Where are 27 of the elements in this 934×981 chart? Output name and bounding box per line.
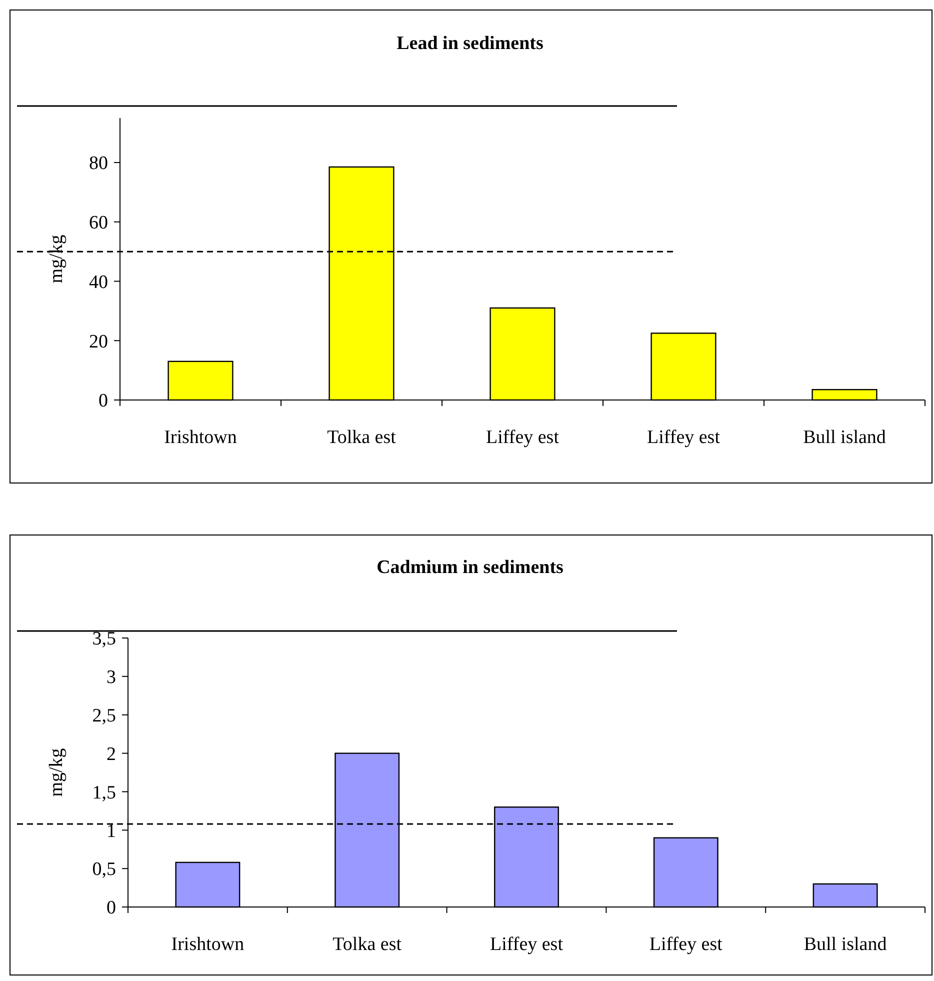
x-tick-label: Irishtown	[164, 427, 238, 448]
y-tick-label: 0	[98, 390, 108, 412]
y-axis-title: mg/kg	[46, 234, 67, 284]
y-tick-label: 2	[106, 744, 116, 765]
y-tick-label: 0	[106, 898, 116, 919]
x-tick-label: Tolka est	[327, 427, 397, 448]
x-tick-label: Bull island	[803, 427, 886, 448]
y-tick-label: 1	[106, 820, 116, 842]
y-tick-label: 1,5	[92, 782, 116, 804]
y-tick-label: 20	[89, 331, 108, 352]
y-tick-label: 0,5	[92, 859, 116, 880]
y-tick-label: 40	[89, 272, 108, 293]
x-tick-label: Liffey est	[649, 934, 724, 955]
x-tick-label: Liffey est	[647, 427, 721, 448]
x-tick-label: Liffey est	[490, 934, 564, 955]
y-tick-label: 80	[89, 153, 108, 174]
x-tick-label: Irishtown	[171, 934, 245, 955]
x-tick-label: Bull island	[804, 934, 888, 955]
x-tick-label: Liffey est	[486, 427, 560, 448]
x-tick-label: Tolka est	[332, 934, 402, 955]
y-tick-label: 60	[89, 212, 108, 234]
chart-title: Cadmium in sediments	[376, 557, 564, 578]
y-tick-label: 2,5	[92, 706, 116, 727]
y-tick-label: 3,5	[92, 628, 116, 650]
y-axis-title: mg/kg	[46, 748, 67, 797]
y-tick-label: 3	[106, 667, 116, 688]
chart-title: Lead in sediments	[396, 33, 544, 54]
